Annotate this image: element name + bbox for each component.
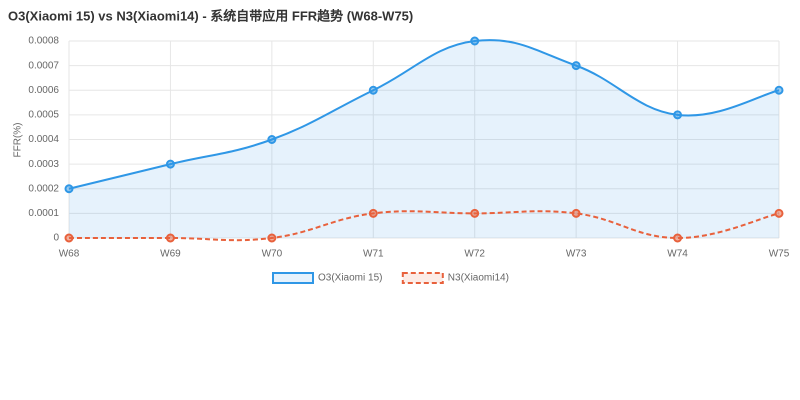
y-tick-label: 0.0003	[28, 159, 59, 170]
area	[69, 40, 779, 238]
x-tick-label: W74	[667, 249, 688, 260]
y-tick-label: 0.0005	[28, 110, 59, 121]
legend-swatch	[401, 272, 444, 284]
point	[165, 233, 175, 243]
y-tick-label: 0.0001	[28, 208, 59, 219]
point	[673, 233, 683, 243]
x-tick-label: W69	[160, 249, 181, 260]
legend-label: O3(Xiaomi 15)	[318, 273, 382, 284]
y-tick-label: 0.0006	[28, 85, 59, 96]
legend-swatch	[272, 272, 314, 284]
x-tick-label: W70	[262, 249, 283, 260]
point	[571, 208, 581, 218]
y-tick-label: 0.0002	[28, 183, 59, 194]
y-tick-label: 0.0007	[28, 60, 59, 71]
x-tick-label: W68	[59, 249, 80, 260]
legend-label: N3(Xiaomi14)	[448, 273, 509, 284]
point	[774, 85, 784, 95]
y-tick-label: 0.0008	[28, 36, 59, 47]
chart-title: O3(Xiaomi 15) vs N3(Xiaomi14) - 系统自带应用 F…	[8, 8, 413, 23]
y-axis-label: FFR(%)	[13, 123, 24, 158]
point	[267, 135, 277, 144]
point	[64, 233, 74, 243]
point	[774, 208, 784, 218]
y-tick-label: 0.0004	[28, 134, 59, 145]
point	[470, 36, 480, 46]
point	[64, 184, 74, 194]
line	[68, 39, 780, 190]
point	[267, 233, 277, 243]
point	[673, 110, 683, 120]
line	[68, 210, 780, 242]
point	[368, 85, 378, 95]
point	[165, 159, 175, 169]
point	[470, 208, 480, 218]
point	[571, 61, 581, 71]
x-tick-label: W71	[363, 249, 384, 260]
x-tick-label: W72	[464, 249, 485, 260]
x-tick-label: W73	[566, 249, 587, 260]
x-tick-label: W75	[769, 249, 790, 260]
y-tick-label: 0	[53, 233, 59, 244]
point	[368, 208, 378, 218]
